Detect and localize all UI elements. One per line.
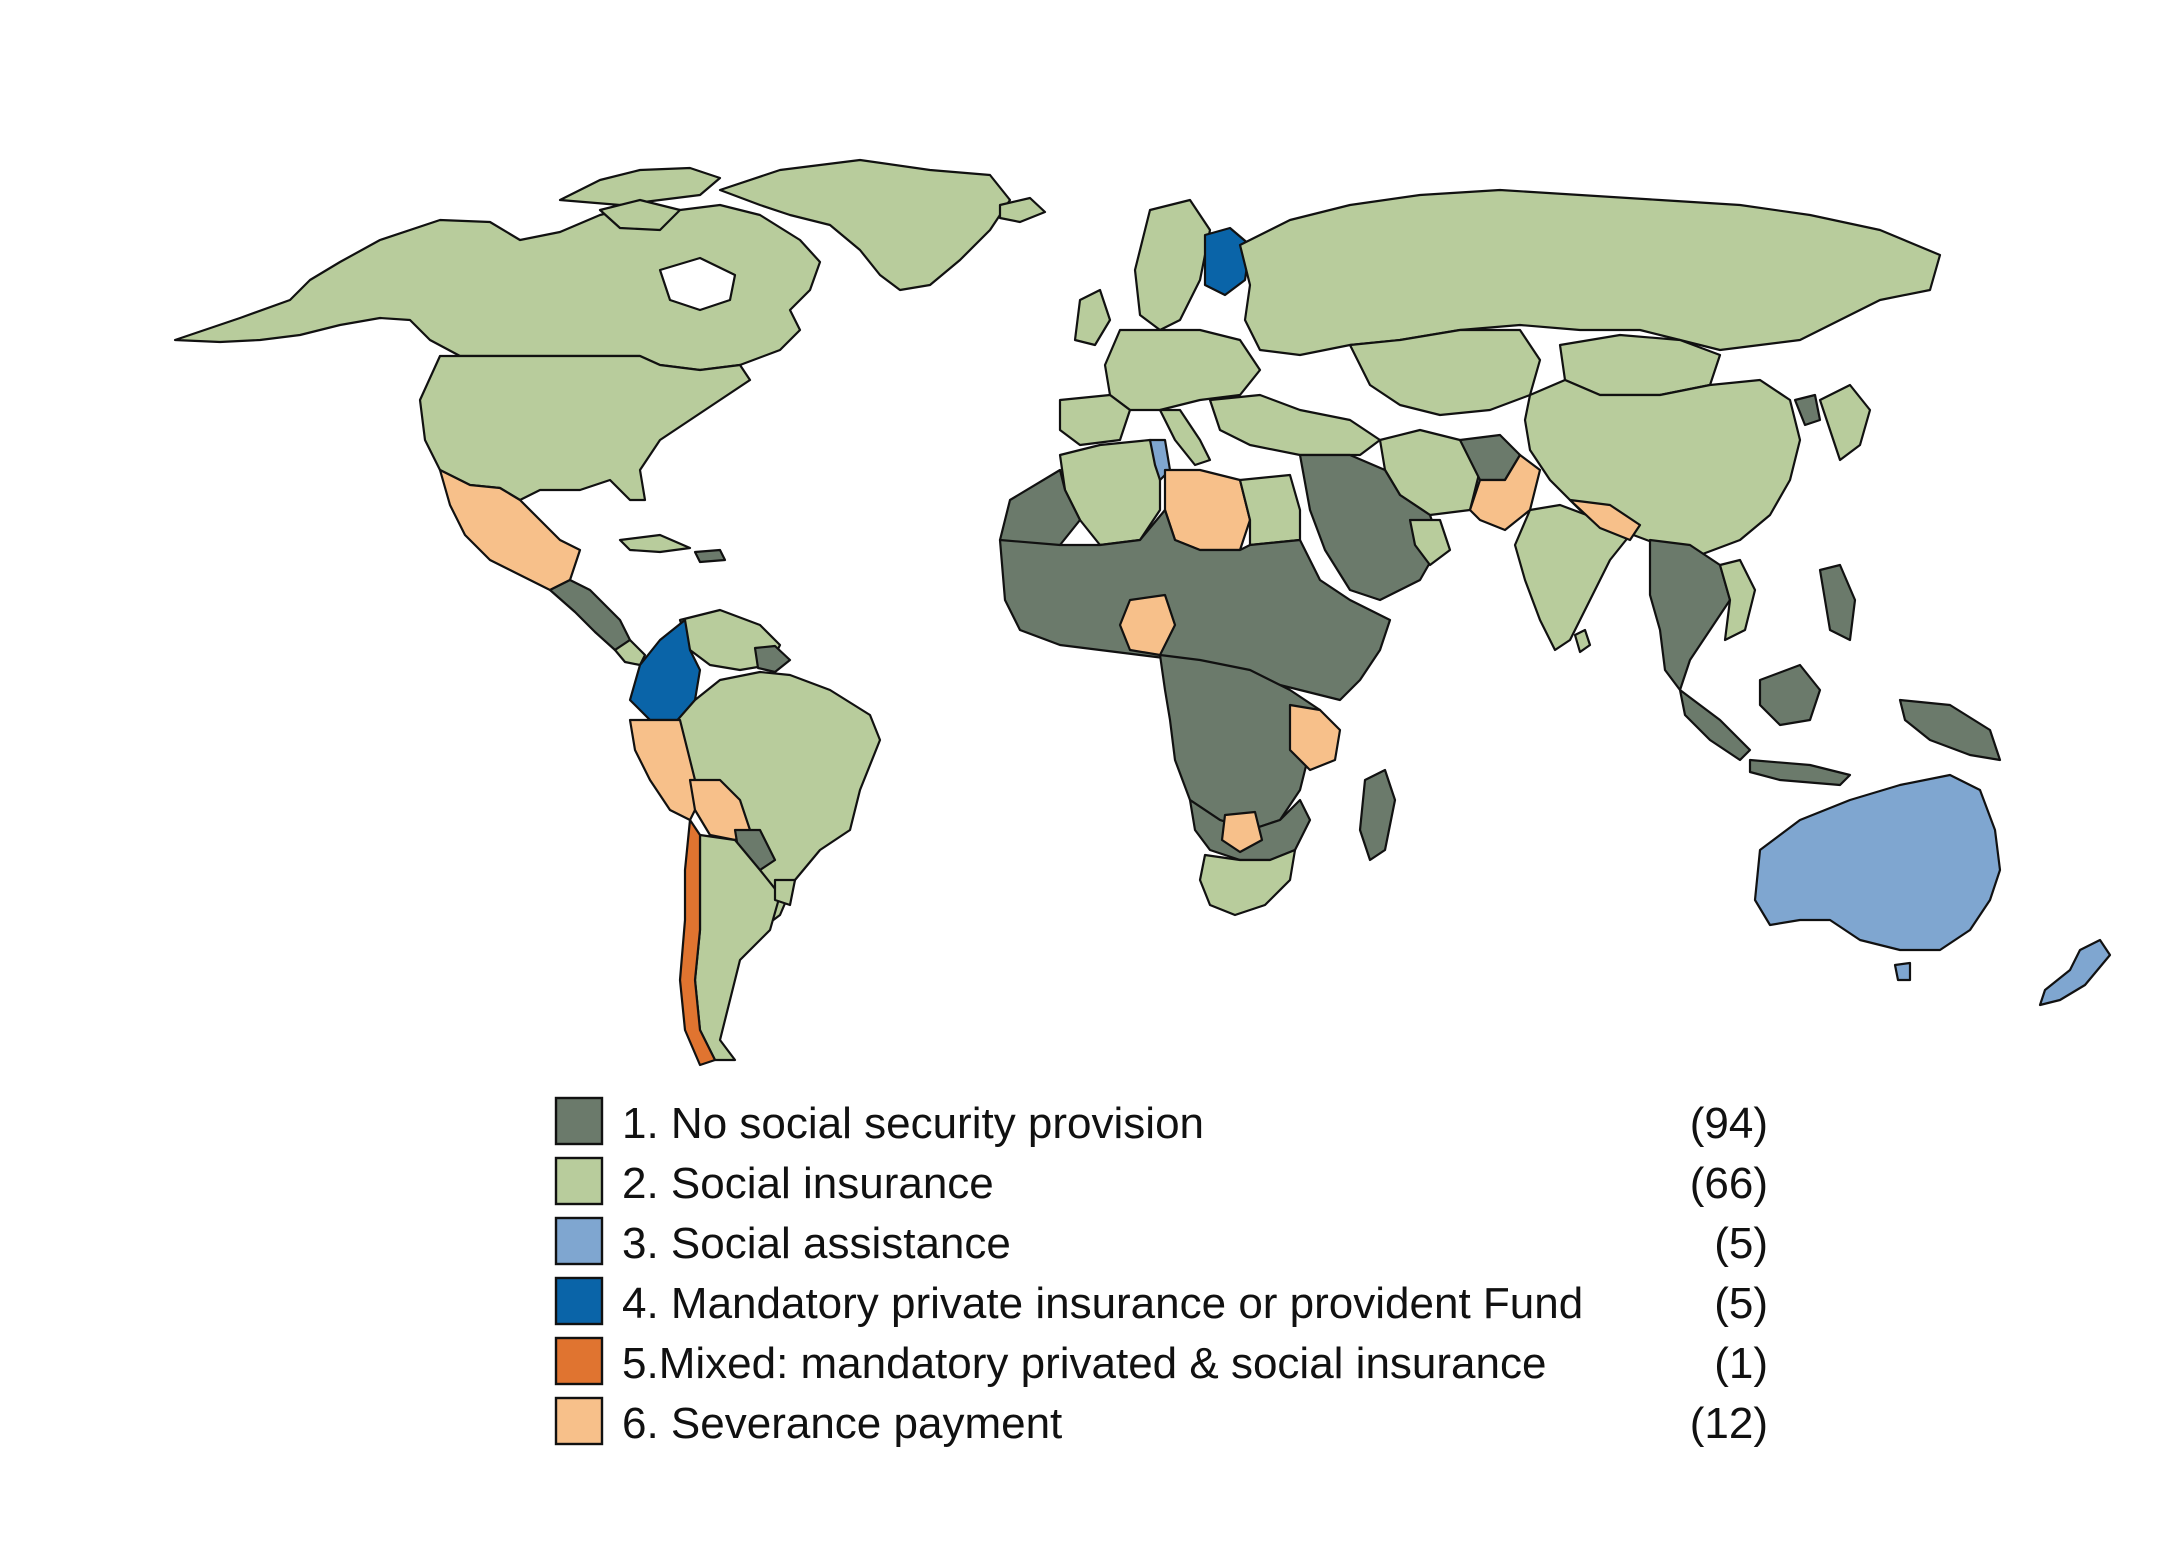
legend-swatch: [554, 1276, 604, 1326]
country-norway-sweden: [1133, 198, 1212, 332]
country-cuba: [618, 533, 692, 554]
country-south-africa: [1198, 848, 1297, 917]
country-morocco-algeria: [1058, 438, 1162, 547]
country-chile: [678, 818, 717, 1067]
country-uk: [1073, 288, 1112, 347]
country-costa-rica-panama: [613, 638, 647, 667]
country-north-korea: [1793, 393, 1822, 427]
legend-label: 4. Mandatory private insurance or provid…: [622, 1279, 1583, 1328]
legend-count: (5): [1714, 1279, 1768, 1328]
country-greenland: [718, 158, 1012, 292]
country-indonesia-java: [1748, 758, 1852, 787]
map-legend: 1. No social security provision (94) 2. …: [554, 1096, 1768, 1448]
region-asia: [1238, 188, 2002, 787]
legend-item: 1. No social security provision (94): [554, 1096, 1768, 1148]
country-western-europe: [1103, 328, 1262, 412]
country-australia: [1753, 773, 2002, 952]
legend-item: 4. Mandatory private insurance or provid…: [554, 1276, 1768, 1328]
country-colombia: [628, 618, 702, 722]
legend-label: 6. Severance payment: [622, 1399, 1062, 1448]
country-libya: [1163, 468, 1252, 552]
country-indonesia-sumatra: [1678, 688, 1752, 762]
country-indonesia-borneo: [1758, 663, 1822, 727]
legend-item: 2. Social insurance (66): [554, 1156, 1768, 1208]
country-new-guinea: [1898, 698, 2002, 762]
legend-count: (12): [1690, 1399, 1768, 1448]
country-sahel: [998, 508, 1392, 702]
legend-label: 1. No social security provision: [622, 1099, 1204, 1148]
legend-swatch: [554, 1156, 604, 1206]
legend-item: 6. Severance payment (12): [554, 1396, 1768, 1448]
country-balkans-turkey: [1208, 393, 1382, 457]
country-central-asia: [1348, 328, 1542, 417]
country-canada-alaska: [173, 203, 822, 372]
country-central-america: [548, 578, 632, 652]
country-tasmania: [1893, 961, 1912, 982]
country-finland: [1203, 226, 1252, 297]
country-nepal-bangladesh: [1568, 498, 1642, 542]
country-vietnam: [1718, 558, 1757, 642]
legend-count: (5): [1714, 1219, 1768, 1268]
legend-item: 5.Mixed: mandatory privated & social ins…: [554, 1336, 1768, 1388]
country-uruguay: [773, 878, 797, 907]
hudson-bay: [658, 256, 737, 312]
country-oman-uae: [1408, 518, 1452, 567]
legend-swatch: [554, 1396, 604, 1446]
country-italy: [1158, 408, 1212, 467]
country-egypt: [1238, 473, 1302, 547]
region-north-america: [173, 166, 822, 667]
country-sri-lanka: [1573, 628, 1592, 654]
country-canada-arctic-2: [598, 198, 682, 232]
legend-swatch: [554, 1216, 604, 1266]
country-se-asia: [1648, 538, 1732, 692]
legend-count: (94): [1690, 1099, 1768, 1148]
country-botswana: [1220, 810, 1264, 854]
legend-swatch: [554, 1336, 604, 1386]
region-europe: [998, 196, 1382, 467]
region-oceania: [1753, 773, 2112, 1007]
legend-swatch: [554, 1096, 604, 1146]
country-tanzania: [1288, 703, 1342, 772]
country-korea-japan: [1818, 383, 1872, 462]
country-iberia: [1058, 393, 1132, 447]
legend-count: (66): [1690, 1159, 1768, 1208]
legend-count: (1): [1714, 1339, 1768, 1388]
region-south-america: [628, 608, 882, 1067]
region-africa: [998, 438, 1397, 917]
legend-label: 5.Mixed: mandatory privated & social ins…: [622, 1339, 1546, 1388]
country-russia: [1238, 188, 1942, 357]
country-mexico: [438, 468, 582, 592]
country-suriname: [753, 644, 792, 674]
country-philippines: [1818, 563, 1857, 642]
country-madagascar: [1358, 768, 1397, 862]
country-hispaniola: [693, 548, 727, 564]
legend-label: 3. Social assistance: [622, 1219, 1011, 1268]
legend-item: 3. Social assistance (5): [554, 1216, 1768, 1268]
legend-label: 2. Social insurance: [622, 1159, 994, 1208]
country-iceland: [998, 196, 1047, 224]
country-usa: [418, 354, 752, 502]
country-new-zealand: [2038, 938, 2112, 1007]
